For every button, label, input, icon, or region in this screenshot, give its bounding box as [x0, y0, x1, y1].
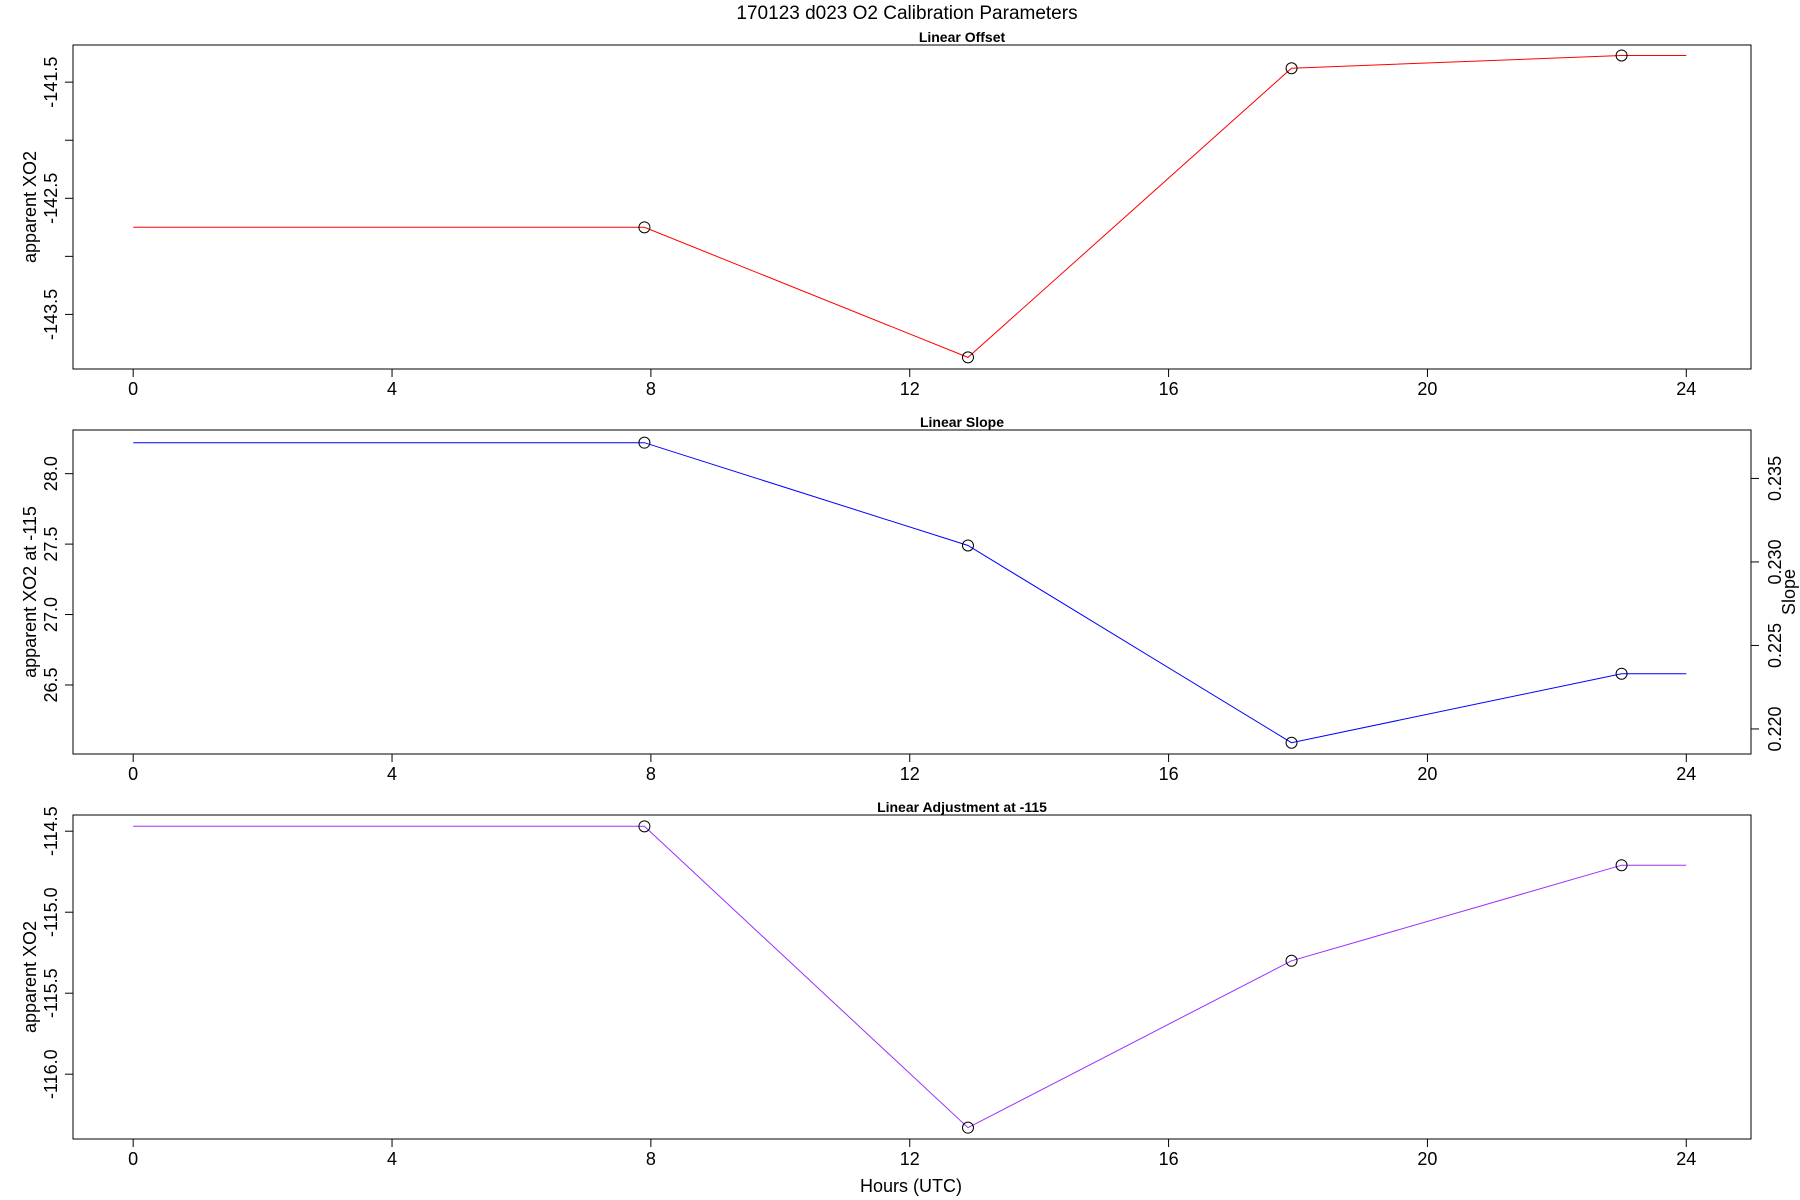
panel-title: Linear Adjustment at -115: [877, 799, 1047, 815]
y-tick-label: 26.5: [41, 667, 61, 702]
series-line-linear-adjustment: [133, 825, 1687, 1129]
y-right-axis-label: Slope: [1779, 569, 1799, 615]
panel-linear-slope: Linear Slope 0 4 8 12 16 20 24 26.5 27.0 27.5 28.0a…: [20, 414, 1799, 784]
y-tick-label: -114.5: [41, 806, 61, 856]
x-tick-label: 4: [387, 1149, 397, 1169]
x-tick-label: 12: [900, 764, 920, 784]
series-line-linear-offset: [133, 55, 1687, 358]
panel-title: Linear Offset: [919, 29, 1006, 45]
data-point: [1285, 736, 1298, 749]
data-point: [1615, 667, 1628, 680]
y-tick-label: -142.5: [41, 173, 61, 224]
x-tick-label: 24: [1676, 1149, 1696, 1169]
x-tick-label: 0: [128, 379, 138, 399]
x-tick-label: 24: [1676, 764, 1696, 784]
y-axis-label: apparent XO2: [20, 151, 40, 263]
figure-title: 170123 d023 O2 Calibration Parameters: [736, 3, 1077, 24]
x-tick-label: 12: [900, 379, 920, 399]
y-right-tick-label: 0.220: [1765, 706, 1785, 751]
y-axis-label: apparent XO2: [20, 921, 40, 1033]
x-tick-label: 8: [646, 764, 656, 784]
y-tick-label: -141.5: [41, 57, 61, 108]
data-point: [1285, 954, 1298, 967]
data-point: [1615, 859, 1628, 872]
y-tick-label: -116.0: [41, 1049, 61, 1099]
x-tick-label: 16: [1159, 764, 1179, 784]
data-point: [961, 351, 974, 364]
x-tick-label: 16: [1159, 379, 1179, 399]
y-right-tick-label: 0.235: [1765, 456, 1785, 501]
y-right-tick-label: 0.225: [1765, 623, 1785, 668]
panel-linear-adjustment: Linear Adjustment at -115 0 4 8 12 16 20 24 -116…: [20, 799, 1752, 1169]
x-tick-label: 4: [387, 379, 397, 399]
panel-linear-offset: Linear Offset 0 4 8 12 16 20 24 -143.5 -142.5 -141…: [20, 29, 1752, 399]
plot-frame: [72, 814, 1752, 1140]
data-point: [638, 436, 651, 449]
data-point: [1615, 49, 1628, 62]
y-axis-label: apparent XO2 at -115: [20, 506, 40, 678]
data-point: [1285, 62, 1298, 75]
x-tick-label: 12: [900, 1149, 920, 1169]
x-tick-label: 8: [646, 379, 656, 399]
x-tick-label: 24: [1676, 379, 1696, 399]
plot-frame: [72, 44, 1752, 370]
figure-xlabel: Hours (UTC): [860, 1176, 962, 1196]
x-tick-label: 8: [646, 1149, 656, 1169]
y-tick-label: -115.0: [41, 887, 61, 937]
y-tick-label: 28.0: [41, 456, 61, 491]
y-tick-label: 27.5: [41, 527, 61, 562]
y-tick-label: -143.5: [41, 289, 61, 340]
plot-frame: [72, 429, 1752, 755]
y-right-tick-label: 0.230: [1765, 539, 1785, 584]
data-point: [961, 1121, 974, 1134]
x-tick-label: 0: [128, 1149, 138, 1169]
data-point: [638, 820, 651, 833]
x-tick-label: 20: [1417, 764, 1437, 784]
data-point: [961, 539, 974, 552]
x-tick-label: 4: [387, 764, 397, 784]
x-tick-label: 20: [1417, 379, 1437, 399]
series-line-linear-slope: [133, 442, 1687, 744]
x-tick-label: 20: [1417, 1149, 1437, 1169]
data-point: [638, 221, 651, 234]
y-tick-label: 27.0: [41, 597, 61, 632]
x-tick-label: 0: [128, 764, 138, 784]
x-tick-label: 16: [1159, 1149, 1179, 1169]
y-tick-label: -115.5: [41, 968, 61, 1018]
panel-title: Linear Slope: [920, 414, 1004, 430]
